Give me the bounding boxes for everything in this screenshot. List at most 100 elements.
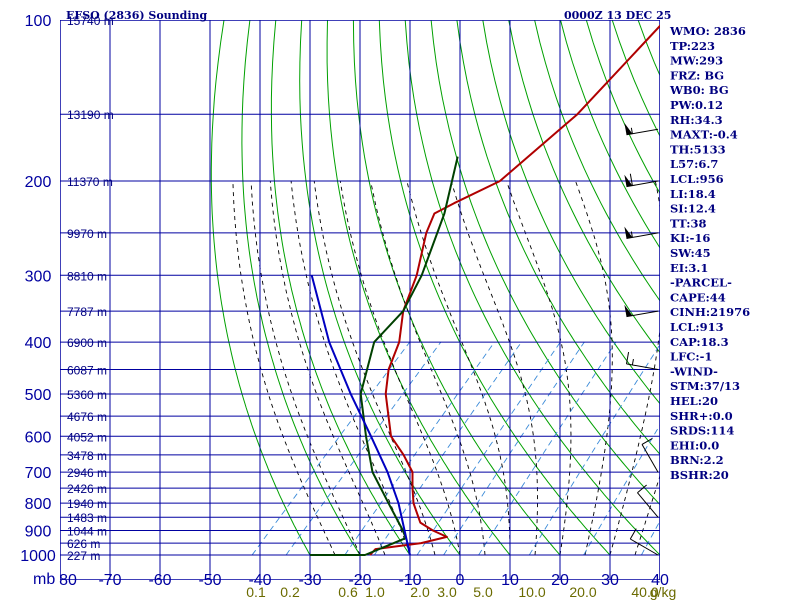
pressure-tick-label: 300 <box>25 268 52 285</box>
height-label: 4676 m <box>67 410 107 424</box>
index-item: LFC:-1 <box>670 350 712 364</box>
index-item: CAP:18.3 <box>670 335 729 349</box>
mixing-ratio-label: 10.0 <box>518 584 545 600</box>
index-item: CAPE:44 <box>670 290 726 304</box>
mixing-ratio-label: 0.1 <box>246 584 266 600</box>
temperature-tick-label: -40 <box>248 572 271 589</box>
height-label: 11370 m <box>67 175 113 189</box>
mixing-ratio-label: 20.0 <box>569 584 596 600</box>
height-label: 4052 m <box>67 430 107 444</box>
pressure-tick-label: 400 <box>25 335 52 352</box>
height-label: 2946 m <box>67 466 107 480</box>
pressure-unit-label: mb <box>33 571 55 588</box>
isobar-isotherm-grid <box>60 20 660 580</box>
moist-adiabat <box>506 180 572 556</box>
pressure-tick-label: 200 <box>25 174 52 191</box>
temperature-tick-label: 20 <box>551 572 569 589</box>
index-item: FRZ: BG <box>670 68 724 82</box>
index-item: BSHR:20 <box>670 468 729 482</box>
index-item: SW:45 <box>670 246 711 260</box>
height-label: 5360 m <box>67 388 107 402</box>
height-label: 6087 m <box>67 363 107 377</box>
sounding-profiles <box>310 24 660 556</box>
index-item: PW:0.12 <box>670 98 723 112</box>
moist-adiabat <box>313 181 436 556</box>
height-label: 7787 m <box>67 305 107 319</box>
index-item: EHI:0.0 <box>670 438 719 452</box>
height-label: 2426 m <box>67 482 107 496</box>
height-label: 13190 m <box>67 108 114 122</box>
pressure-tick-label: 1000 <box>20 548 56 565</box>
mixing-ratio-label: 2.0 <box>410 584 430 600</box>
temperature-tick-label: 30 <box>601 572 619 589</box>
index-item: TP:223 <box>670 39 715 53</box>
height-label: 1940 m <box>67 497 107 511</box>
temperature-tick-label: -30 <box>298 572 321 589</box>
index-item: EI:3.1 <box>670 261 708 275</box>
height-label: 1483 m <box>67 511 107 525</box>
index-item: L57:6.7 <box>670 157 718 171</box>
wind-barb <box>624 304 659 318</box>
temperature-tick-label: -20 <box>348 572 371 589</box>
index-item: KI:-16 <box>670 231 710 245</box>
mixing-ratio-label: 40.0 <box>631 584 658 600</box>
height-label: 3478 m <box>67 449 107 463</box>
index-item: SI:12.4 <box>670 202 716 216</box>
wind-barb <box>624 226 659 239</box>
index-item: SRDS:114 <box>670 424 734 438</box>
valid-time: 0000Z 13 DEC 25 <box>564 9 671 22</box>
index-item: LI:18.4 <box>670 187 716 201</box>
height-label: 15740 m <box>67 14 114 28</box>
height-label: 227 m <box>67 549 100 563</box>
temperature-tick-label: -50 <box>198 572 221 589</box>
index-item: HEL:20 <box>670 394 718 408</box>
height-label: 6900 m <box>67 336 107 350</box>
pressure-tick-label: 700 <box>25 465 52 482</box>
parcel-profile <box>310 275 411 556</box>
wind-barb <box>629 528 659 556</box>
pressure-tick-label: 100 <box>25 13 52 30</box>
wind-barbs <box>624 122 659 556</box>
index-item: RH:34.3 <box>670 113 723 127</box>
wind-barb <box>624 173 659 188</box>
index-item: WB0: BG <box>669 83 729 97</box>
index-item: STM:37/13 <box>670 379 740 393</box>
height-label: 8810 m <box>67 269 107 283</box>
index-item: CINH:21976 <box>670 305 750 319</box>
index-item: LCL:913 <box>670 320 724 334</box>
pressure-tick-label: 600 <box>25 429 52 446</box>
temperature-tick-label: 80 <box>59 572 77 589</box>
moist-adiabat <box>634 474 660 556</box>
mixing-ratio-label: 3.0 <box>437 584 457 600</box>
temperature-tick-label: -70 <box>98 572 121 589</box>
height-label: 626 m <box>67 537 100 551</box>
index-item: SHR+:0.0 <box>670 409 733 423</box>
index-item: TH:5133 <box>670 142 726 156</box>
pressure-tick-label: 500 <box>25 387 52 404</box>
index-item: MAXT:-0.4 <box>670 128 738 142</box>
index-item: WMO: 2836 <box>669 24 746 38</box>
wind-barb <box>625 352 659 370</box>
mixing-ratio-label: 0.6 <box>338 584 358 600</box>
mixing-ratio-unit: g/kg <box>650 584 676 600</box>
temperature-tick-label: 40 <box>651 572 669 589</box>
index-item: MW:293 <box>670 54 723 68</box>
chart-title: EFSO (2836) Sounding <box>66 9 208 22</box>
temperature-tick-label: 10 <box>501 572 519 589</box>
temperature-tick-label: 0 <box>456 572 465 589</box>
wind-barb <box>624 122 659 136</box>
index-item: TT:38 <box>670 216 707 230</box>
mixing-ratio-label: 0.2 <box>280 584 300 600</box>
moist-adiabat <box>450 180 538 556</box>
index-item: BRN:2.2 <box>670 453 724 467</box>
temperature-profile <box>369 24 660 556</box>
wind-barb <box>637 484 659 518</box>
index-item: -PARCEL- <box>670 276 732 290</box>
pressure-tick-label: 900 <box>25 524 52 541</box>
height-label: 1044 m <box>67 525 107 539</box>
height-label: 9970 m <box>67 227 107 241</box>
